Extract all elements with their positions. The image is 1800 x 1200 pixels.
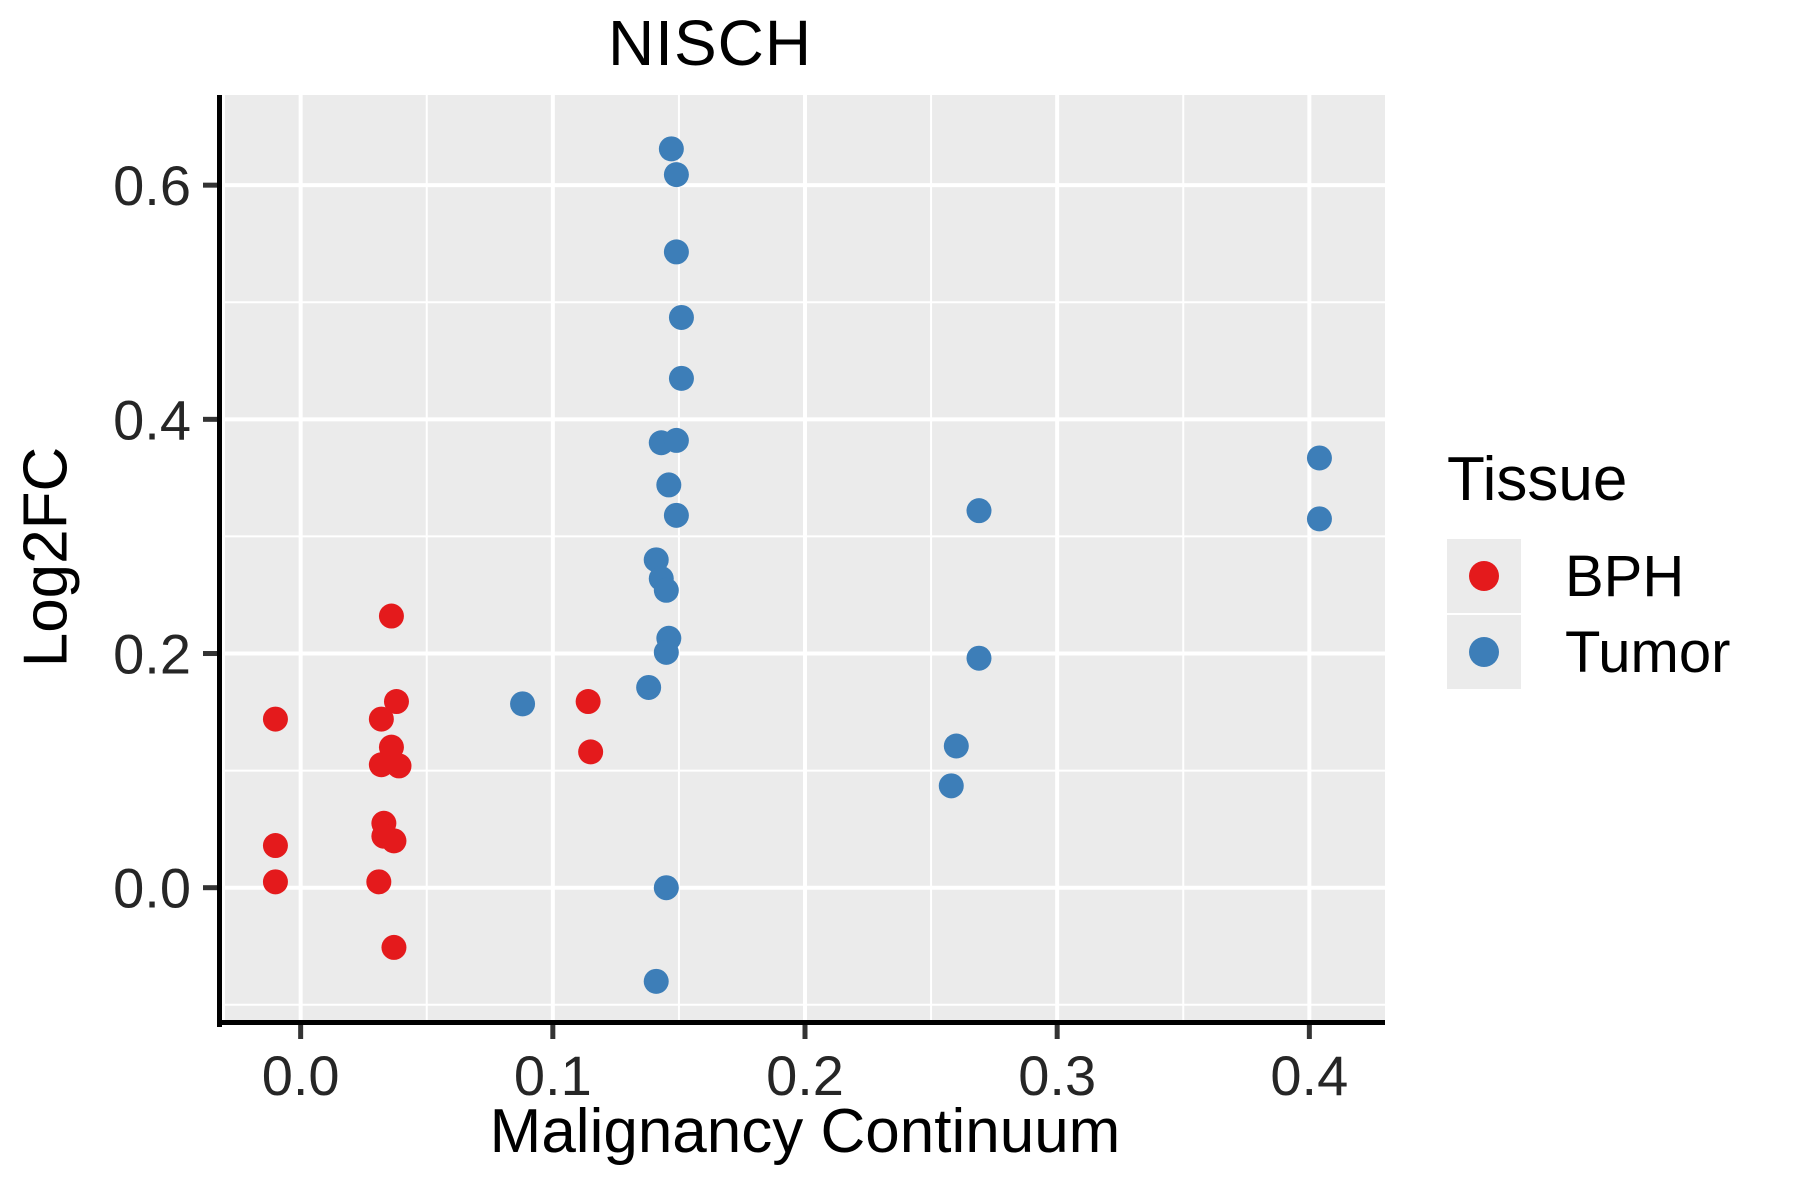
y-axis-title: Log2FC <box>11 446 81 668</box>
data-point-tumor <box>663 162 689 188</box>
x-axis-line <box>217 1020 1385 1025</box>
data-point-bph <box>262 833 288 859</box>
x-tick-label: 0.0 <box>262 1044 340 1107</box>
y-axis-line <box>217 95 222 1027</box>
data-point-tumor <box>668 365 694 391</box>
data-point-tumor <box>663 502 689 528</box>
x-axis-title: Malignancy Continuum <box>489 1097 1121 1166</box>
data-point-bph <box>383 689 409 715</box>
data-point-bph <box>381 828 407 854</box>
x-tick-mark <box>802 1025 808 1039</box>
data-point-bph <box>381 934 407 960</box>
data-point-tumor <box>663 427 689 453</box>
data-point-tumor <box>938 773 964 799</box>
legend-entry-bph: BPH <box>1447 539 1730 613</box>
y-tick-mark <box>203 885 217 891</box>
y-tick-mark <box>203 416 217 422</box>
legend-label-bph: BPH <box>1565 543 1685 609</box>
data-point-tumor <box>643 968 669 994</box>
data-point-tumor <box>636 674 662 700</box>
data-point-tumor <box>663 239 689 265</box>
y-tick-label: 0.6 <box>113 154 191 217</box>
legend-entry-tumor: Tumor <box>1447 615 1730 689</box>
data-point-bph <box>575 689 601 715</box>
x-tick-mark <box>550 1025 556 1039</box>
data-point-tumor <box>643 547 669 573</box>
chart-title: NISCH <box>607 7 813 79</box>
data-point-tumor <box>966 645 992 671</box>
data-point-bph <box>386 753 412 779</box>
legend: Tissue BPH Tumor <box>1447 444 1730 691</box>
data-point-bph <box>578 739 604 765</box>
tumor-dot-icon <box>1469 637 1499 667</box>
data-point-tumor <box>653 875 679 901</box>
y-tick-mark <box>203 651 217 657</box>
data-point-tumor <box>943 733 969 759</box>
x-tick-label: 0.1 <box>514 1044 592 1107</box>
y-tick-label: 0.0 <box>113 857 191 920</box>
data-point-tumor <box>658 136 684 162</box>
data-point-tumor <box>668 304 694 330</box>
x-tick-label: 0.2 <box>766 1044 844 1107</box>
data-point-bph <box>368 706 394 732</box>
legend-label-tumor: Tumor <box>1565 619 1731 685</box>
x-tick-label: 0.3 <box>1018 1044 1096 1107</box>
data-point-tumor <box>966 498 992 524</box>
data-point-tumor <box>653 577 679 603</box>
data-point-tumor <box>656 472 682 498</box>
data-point-tumor <box>1306 506 1332 532</box>
legend-title: Tissue <box>1447 445 1628 514</box>
y-tick-mark <box>203 182 217 188</box>
bph-dot-icon <box>1469 561 1499 591</box>
y-tick-label: 0.4 <box>113 388 191 451</box>
y-tick-label: 0.2 <box>113 623 191 686</box>
x-tick-mark <box>1306 1025 1312 1039</box>
data-point-tumor <box>653 639 679 665</box>
x-tick-mark <box>1054 1025 1060 1039</box>
legend-key-box <box>1447 615 1521 689</box>
x-tick-label: 0.4 <box>1270 1044 1348 1107</box>
data-point-bph <box>366 869 392 895</box>
data-point-bph <box>262 706 288 732</box>
legend-key-box <box>1447 539 1521 613</box>
data-point-tumor <box>1306 445 1332 471</box>
data-point-tumor <box>510 691 536 717</box>
x-tick-mark <box>298 1025 304 1039</box>
data-point-bph <box>378 603 404 629</box>
data-point-bph <box>262 869 288 895</box>
